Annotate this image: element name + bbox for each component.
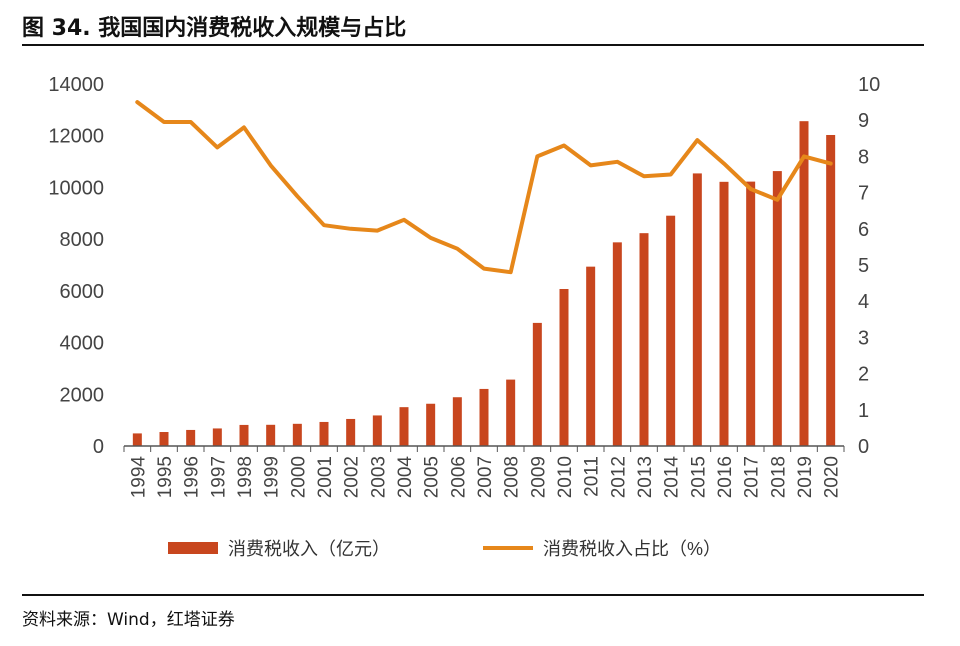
x-axis-tick-label: 2002 [342, 456, 363, 498]
x-axis-tick-label: 2017 [742, 456, 763, 498]
bar-1994 [132, 433, 142, 446]
bar-1997 [212, 428, 222, 446]
right-axis-tick-label: 6 [858, 219, 869, 241]
bar-2000 [292, 423, 302, 446]
bar-2008 [506, 379, 516, 446]
bar-2012 [612, 242, 622, 446]
bar-1999 [266, 424, 276, 446]
bar-1996 [186, 429, 196, 446]
left-axis-tick-label: 14000 [48, 74, 104, 96]
x-axis-tick-label: 2008 [502, 456, 523, 498]
bar-2013 [639, 233, 649, 446]
x-axis-tick-label: 2015 [688, 456, 709, 498]
x-axis-tick-label: 1996 [182, 456, 203, 498]
bar-2014 [666, 215, 676, 446]
left-axis-tick-label: 0 [93, 436, 104, 458]
x-axis-tick-label: 2011 [582, 456, 603, 497]
footer-rule [22, 594, 924, 596]
right-axis-tick-label: 3 [858, 327, 869, 349]
x-axis-tick-label: 1998 [235, 456, 256, 498]
bar-series [132, 121, 836, 447]
figure-title: 图 34. 我国国内消费税收入规模与占比 [22, 16, 407, 41]
x-axis-tick-label: 2018 [768, 456, 789, 498]
x-axis-tick-label: 2005 [422, 456, 443, 498]
x-axis-tick-label: 2019 [795, 456, 816, 498]
bar-2007 [479, 388, 489, 446]
bar-2011 [586, 266, 596, 446]
right-axis-tick-label: 1 [858, 400, 869, 422]
right-axis-tick-label: 8 [858, 146, 869, 168]
bar-2002 [346, 418, 356, 446]
bar-2017 [746, 181, 756, 446]
left-axis-tick-label: 12000 [48, 126, 104, 148]
right-axis-tick-label: 0 [858, 436, 869, 458]
bar-2016 [719, 181, 729, 446]
chart: 0 2000 4000 6000 8000 10000 12000 14000 0 1 2 3 4 5 6… [48, 74, 880, 559]
source-note: 资料来源：Wind，红塔证券 [22, 610, 235, 630]
left-axis-tick-label: 10000 [48, 177, 104, 199]
x-axis-tick-label: 1994 [128, 456, 149, 499]
x-axis-tick-label: 2000 [288, 456, 309, 498]
x-axis-tick-label: 2001 [315, 456, 336, 498]
right-axis-tick-label: 10 [858, 74, 880, 96]
right-axis-tick-label: 4 [858, 291, 869, 313]
x-axis-tick-label: 2012 [608, 456, 629, 498]
left-axis-tick-label: 8000 [60, 229, 105, 251]
x-axis-tick-label: 2010 [555, 456, 576, 498]
legend-line-label: 消费税收入占比（%） [543, 539, 721, 559]
bar-2009 [532, 322, 542, 446]
bar-2003 [372, 415, 382, 446]
bar-2005 [426, 403, 436, 446]
bar-2015 [692, 173, 702, 446]
bar-1998 [239, 424, 249, 446]
right-axis-tick-label: 5 [858, 255, 869, 277]
x-axis-tick-label: 2007 [475, 456, 496, 498]
x-axis-tick-label: 2020 [822, 456, 843, 498]
x-axis-ticks: 1994 1995 1996 1997 1998 1999 2000 2001 2002 2003… [123, 446, 845, 499]
bar-2006 [452, 397, 462, 446]
x-axis-tick-label: 1997 [208, 456, 229, 498]
x-axis-tick-label: 2003 [368, 456, 389, 498]
left-axis-tick-label: 2000 [60, 384, 105, 406]
ratio-line [135, 100, 833, 275]
legend-bar-label: 消费税收入（亿元） [228, 539, 390, 559]
x-axis-tick-label: 2016 [715, 456, 736, 498]
right-axis-tick-label: 7 [858, 183, 869, 205]
left-axis-tick-label: 6000 [60, 281, 105, 303]
legend-bar-swatch [168, 542, 218, 554]
right-axis-tick-label: 9 [858, 110, 869, 132]
bar-2018 [772, 171, 782, 446]
bar-1995 [159, 432, 169, 446]
legend: 消费税收入（亿元） 消费税收入占比（%） [168, 539, 721, 559]
x-axis-tick-label: 1999 [262, 456, 283, 498]
title-rule [22, 44, 924, 46]
bar-2019 [799, 121, 809, 447]
x-axis-tick-label: 2013 [635, 456, 656, 498]
x-axis-tick-label: 2014 [662, 456, 683, 499]
left-axis-tick-label: 4000 [60, 333, 105, 355]
x-axis-tick-label: 2006 [448, 456, 469, 498]
x-axis-tick-label: 1995 [155, 456, 176, 498]
x-axis-tick-label: 2009 [528, 456, 549, 498]
x-axis-tick-label: 2004 [395, 456, 416, 499]
bar-2020 [826, 134, 836, 446]
right-axis-tick-label: 2 [858, 364, 869, 386]
right-axis-ticks: 0 1 2 3 4 5 6 7 8 9 10 [858, 74, 880, 458]
bar-2001 [319, 421, 329, 446]
bar-2004 [399, 407, 409, 446]
bar-2010 [559, 288, 569, 446]
left-axis-ticks: 0 2000 4000 6000 8000 10000 12000 14000 [48, 74, 104, 458]
